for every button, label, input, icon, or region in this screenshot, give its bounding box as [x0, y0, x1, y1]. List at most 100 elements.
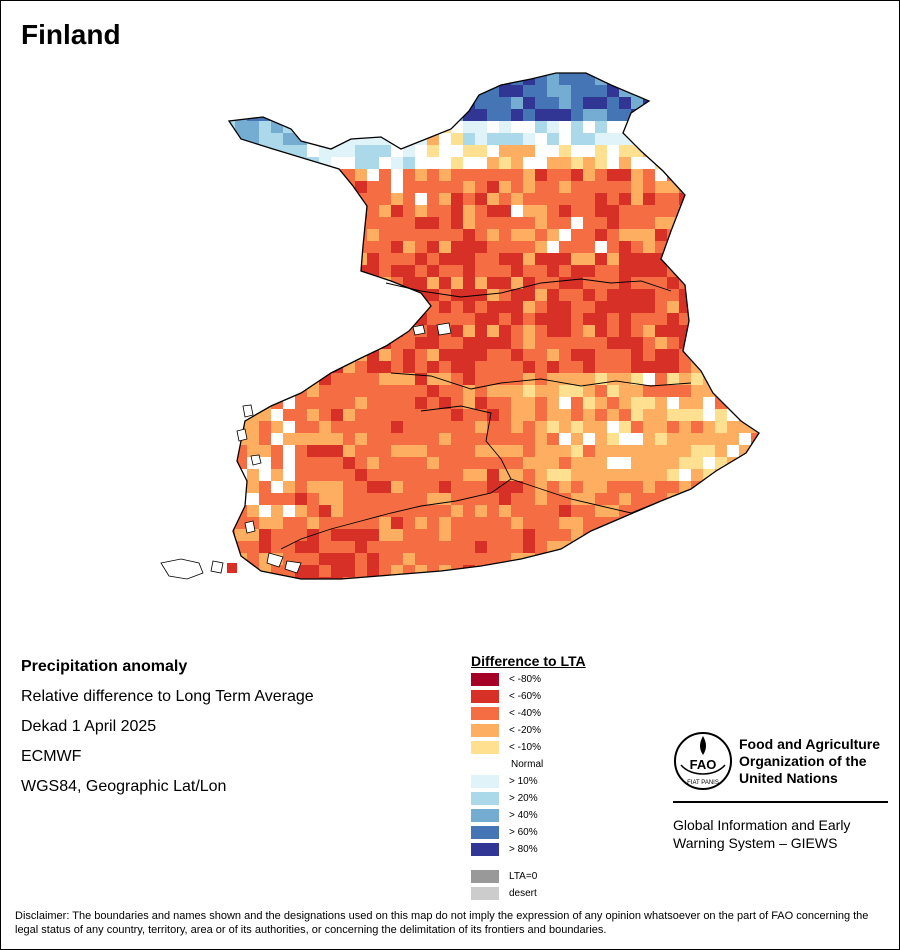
anomaly-cell — [559, 85, 571, 97]
anomaly-cell — [271, 589, 283, 601]
anomaly-cell — [763, 133, 775, 145]
anomaly-cell — [523, 277, 535, 289]
anomaly-cell — [379, 529, 391, 541]
anomaly-cell — [619, 145, 631, 157]
anomaly-cell — [307, 109, 319, 121]
anomaly-cell — [595, 193, 607, 205]
anomaly-cell — [475, 97, 487, 109]
anomaly-cell — [283, 349, 295, 361]
anomaly-cell — [367, 589, 379, 601]
anomaly-cell — [259, 493, 271, 505]
legend-item: > 20% — [471, 792, 538, 806]
anomaly-cell — [523, 529, 535, 541]
anomaly-cell — [751, 565, 759, 577]
anomaly-cell — [679, 541, 691, 553]
anomaly-cell — [655, 445, 667, 457]
anomaly-cell — [259, 505, 271, 517]
anomaly-cell — [655, 133, 667, 145]
anomaly-cell — [607, 145, 619, 157]
anomaly-cell — [187, 529, 199, 541]
anomaly-cell — [343, 589, 355, 601]
anomaly-cell — [187, 301, 199, 313]
anomaly-cell — [487, 565, 499, 577]
anomaly-cell — [283, 265, 295, 277]
anomaly-cell — [343, 517, 355, 529]
anomaly-cell — [499, 241, 511, 253]
anomaly-cell — [667, 61, 679, 73]
anomaly-cell — [511, 493, 523, 505]
anomaly-cell — [499, 289, 511, 301]
anomaly-cell — [199, 349, 211, 361]
anomaly-cell — [247, 181, 259, 193]
anomaly-cell — [271, 481, 283, 493]
anomaly-cell — [763, 541, 775, 553]
anomaly-cell — [751, 97, 759, 109]
anomaly-cell — [499, 397, 511, 409]
anomaly-cell — [331, 145, 343, 157]
anomaly-cell — [475, 169, 487, 181]
anomaly-cell — [535, 481, 547, 493]
anomaly-cell — [283, 373, 295, 385]
anomaly-cell — [229, 109, 235, 121]
anomaly-cell — [619, 337, 631, 349]
anomaly-cell — [403, 241, 415, 253]
anomaly-cell — [307, 469, 319, 481]
anomaly-cell — [295, 229, 307, 241]
anomaly-cell — [691, 193, 703, 205]
anomaly-cell — [187, 577, 199, 589]
anomaly-cell — [763, 409, 775, 421]
anomaly-cell — [229, 469, 235, 481]
anomaly-cell — [403, 589, 415, 601]
anomaly-cell — [331, 577, 343, 579]
anomaly-cell — [367, 409, 379, 421]
anomaly-cell — [403, 229, 415, 241]
anomaly-cell — [175, 265, 187, 277]
anomaly-cell — [259, 277, 271, 289]
anomaly-cell — [643, 241, 655, 253]
anomaly-cell — [583, 517, 595, 529]
anomaly-cell — [511, 517, 523, 529]
anomaly-cell — [475, 265, 487, 277]
anomaly-cell — [367, 241, 379, 253]
anomaly-cell — [751, 373, 759, 385]
anomaly-cell — [175, 193, 187, 205]
anomaly-cell — [415, 73, 427, 85]
anomaly-cell — [211, 325, 223, 337]
anomaly-cell — [163, 481, 175, 493]
anomaly-cell — [691, 145, 703, 157]
anomaly-cell — [379, 325, 391, 337]
anomaly-cell — [379, 265, 391, 277]
anomaly-cell — [211, 349, 223, 361]
anomaly-cell — [715, 361, 727, 373]
anomaly-cell — [607, 265, 619, 277]
anomaly-cell — [475, 133, 487, 145]
anomaly-cell — [427, 457, 439, 469]
anomaly-cell — [739, 205, 751, 217]
anomaly-cell — [247, 301, 259, 313]
anomaly-cell — [175, 493, 187, 505]
anomaly-cell — [463, 457, 475, 469]
anomaly-cell — [607, 193, 619, 205]
anomaly-cell — [535, 205, 547, 217]
anomaly-cell — [283, 517, 295, 529]
anomaly-cell — [259, 289, 271, 301]
anomaly-cell — [259, 73, 271, 85]
anomaly-cell — [643, 289, 655, 301]
anomaly-cell — [583, 505, 595, 517]
anomaly-cell — [331, 109, 343, 121]
anomaly-cell — [559, 409, 571, 421]
anomaly-cell — [451, 265, 463, 277]
anomaly-cell — [391, 577, 403, 579]
anomaly-cell — [715, 433, 727, 445]
anomaly-cell — [559, 265, 571, 277]
anomaly-cell — [583, 205, 595, 217]
anomaly-cell — [763, 313, 775, 325]
anomaly-cell — [283, 85, 295, 97]
anomaly-cell — [655, 349, 667, 361]
anomaly-cell — [751, 397, 759, 409]
anomaly-cell — [175, 169, 187, 181]
anomaly-cell — [583, 325, 595, 337]
anomaly-cell — [439, 529, 451, 541]
anomaly-cell — [691, 421, 703, 433]
anomaly-cell — [259, 193, 271, 205]
